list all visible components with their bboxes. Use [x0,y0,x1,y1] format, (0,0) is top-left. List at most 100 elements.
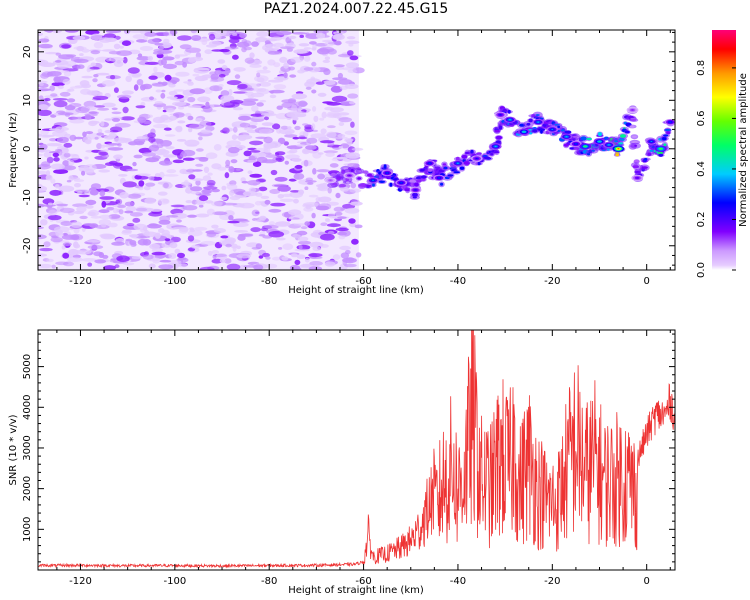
noise-blob [89,189,99,196]
noise-blob [176,139,187,142]
noise-blob [98,219,112,226]
noise-blob [292,136,300,140]
noise-blob [249,150,261,153]
noise-blob [50,163,65,170]
noise-blob [160,92,166,99]
noise-blob [55,60,62,63]
signal-blob [494,129,500,133]
noise-blob [267,30,280,33]
noise-blob [113,87,119,93]
noise-blob [298,100,308,108]
noise-blob [72,203,88,208]
spectrogram-ylabel: Frequency (Hz) [8,112,19,188]
noise-blob [69,119,85,124]
noise-blob [63,142,73,148]
noise-blob [205,101,210,108]
noise-blob [50,93,58,97]
signal-blob [644,158,648,161]
noise-blob [163,63,177,70]
noise-blob [237,83,248,89]
noise-blob [136,173,152,177]
noise-blob [348,218,356,224]
noise-blob [347,50,354,56]
noise-blob [218,239,234,246]
signal-blob [409,179,415,183]
signal-blob [528,118,533,123]
noise-blob [254,200,263,206]
noise-blob [187,115,194,121]
noise-blob [94,136,99,140]
noise-blob [194,75,208,82]
noise-blob [59,91,71,97]
signal-blob [535,114,540,116]
noise-blob [119,191,129,199]
y-tick-label: 1000 [22,517,33,542]
noise-blob [328,212,336,219]
noise-blob [168,90,178,96]
noise-blob [98,151,109,156]
noise-blob [258,255,264,259]
noise-blob [39,82,44,87]
noise-blob [52,152,59,158]
noise-blob [54,226,70,233]
noise-blob [66,180,72,183]
spectrogram-x-axis: -120 -100 -80 -60 -40 -20 0 [56,30,671,287]
noise-blob [226,140,241,147]
signal-blob [507,109,511,114]
noise-blob [114,122,131,128]
noise-blob [299,34,305,39]
noise-blob [247,95,255,99]
noise-blob [256,77,265,83]
y-tick-label: 3000 [22,435,33,460]
noise-blob [350,121,355,128]
noise-blob [51,82,65,87]
noise-blob [243,98,259,102]
noise-blob [185,47,201,53]
noise-blob [226,183,238,191]
noise-blob [233,126,238,133]
noise-blob [38,88,51,92]
noise-blob [174,60,185,66]
signal-peak [523,131,525,133]
noise-blob [254,219,265,222]
noise-blob [223,101,240,108]
noise-blob [90,50,101,55]
noise-blob [142,152,156,157]
noise-blob [228,146,240,154]
noise-blob [284,134,298,138]
signal-blob [629,125,635,128]
noise-blob [303,202,319,207]
noise-blob [188,127,193,133]
noise-blob [270,202,286,207]
noise-blob [100,144,106,149]
noise-blob [255,243,263,250]
noise-blob [219,259,226,263]
noise-blob [164,74,172,81]
noise-blob [304,55,311,62]
noise-blob [345,62,359,69]
noise-blob [351,147,364,151]
noise-blob [117,204,126,209]
noise-blob [303,148,308,154]
signal-peak [631,109,634,111]
colorbar-tick-label: 0.8 [696,60,707,76]
noise-blob [268,208,282,213]
signal-peak [386,172,389,174]
noise-blob [243,265,258,268]
noise-blob [133,154,143,159]
noise-blob [205,152,218,159]
signal-blob [526,122,531,126]
signal-blob [358,170,362,173]
noise-blob [218,74,226,78]
noise-blob [97,107,110,111]
noise-blob [77,249,92,255]
noise-blob [158,45,165,50]
noise-blob [238,113,255,117]
noise-blob [199,266,215,270]
noise-blob [333,136,348,139]
noise-blob [291,93,308,100]
noise-blob [122,229,132,234]
noise-blob [229,190,235,196]
noise-blob [113,154,123,160]
noise-blob [264,116,269,121]
